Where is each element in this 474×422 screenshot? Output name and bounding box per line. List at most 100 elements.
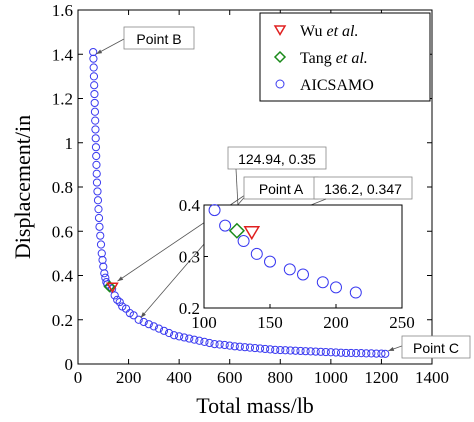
aicsamo-point <box>336 348 346 357</box>
inset-aicsamo-point <box>208 204 221 217</box>
inset-x-tick-label: 250 <box>389 313 415 332</box>
aicsamo-point <box>90 98 99 108</box>
aicsamo-point <box>94 205 103 214</box>
aicsamo-point <box>154 324 164 333</box>
aicsamo-point <box>341 348 351 358</box>
annotation-box <box>313 176 413 200</box>
legend-label: Tang et al. <box>300 50 368 67</box>
legend-box <box>259 12 431 102</box>
inset-y-tick-label: 0.3 <box>179 248 200 267</box>
aicsamo-point <box>149 322 158 331</box>
aicsamo-point <box>200 337 209 346</box>
aicsamo-point <box>225 341 234 350</box>
aicsamo-point <box>377 349 386 358</box>
x-tick-label: 200 <box>116 368 142 387</box>
legend-label-italic: et al. <box>326 23 358 40</box>
aicsamo-point <box>180 333 189 342</box>
y-tick-label: 1 <box>65 134 74 153</box>
annotation-box <box>401 335 471 359</box>
y-tick-label: 1.6 <box>52 1 73 20</box>
aicsamo-point <box>92 178 102 187</box>
inset-aicsamo-point <box>297 268 309 281</box>
aicsamo-point <box>281 346 290 355</box>
wu-point <box>106 282 119 294</box>
aicsamo-point <box>215 340 224 349</box>
aicsamo-point <box>91 143 101 152</box>
aicsamo-point <box>210 339 219 349</box>
aicsamo-point <box>92 151 101 161</box>
annotation-label: 124.94, 0.35 <box>238 151 316 167</box>
y-axis-title: Displacement/in <box>10 115 35 259</box>
aicsamo-point <box>185 334 194 343</box>
aicsamo-point <box>266 345 275 354</box>
aicsamo-point <box>129 311 138 320</box>
aicsamo-point <box>98 255 107 265</box>
aicsamo-point <box>255 344 265 353</box>
aicsamo-point <box>164 328 174 338</box>
aicsamo-point <box>115 297 124 307</box>
aicsamo-point <box>89 47 98 57</box>
inset-aicsamo-point <box>264 255 276 268</box>
aicsamo-point <box>90 89 99 99</box>
aicsamo-point <box>97 249 106 258</box>
inset-x-tick-label: 100 <box>191 313 217 332</box>
aicsamo-point <box>316 347 325 356</box>
y-tick-label: 0.8 <box>52 178 73 197</box>
aicsamo-point <box>291 346 300 355</box>
aicsamo-point <box>144 320 153 329</box>
x-tick-label: 800 <box>268 368 294 387</box>
aicsamo-point <box>93 187 102 196</box>
annotation-arrowhead <box>388 346 395 351</box>
inset-wu-point <box>243 225 261 241</box>
aicsamo-point <box>89 63 98 72</box>
aicsamo-point <box>89 54 98 63</box>
inset-frame <box>203 204 403 309</box>
inset-aicsamo-point <box>283 263 296 276</box>
axis-ticks: 0 200 400 600 800 1000 1200 1400 0 0.2 0.4 0.6 0.8 1 1… <box>52 1 449 387</box>
x-tick-label: 1200 <box>364 368 398 387</box>
annotation-box <box>227 146 327 170</box>
x-tick-label: 400 <box>166 368 192 387</box>
legend-label-italic: et al. <box>336 50 368 67</box>
inset-aicsamo-point <box>349 286 362 299</box>
aicsamo-point <box>306 347 315 356</box>
y-tick-label: 0.4 <box>52 267 74 286</box>
y-tick-label: 0.2 <box>52 311 73 330</box>
tang-point <box>103 280 116 293</box>
annotation-arrowhead <box>117 276 124 282</box>
aicsamo-point <box>94 213 104 223</box>
aicsamo-point <box>250 343 260 353</box>
annotation-label: Point C <box>413 340 459 356</box>
aicsamo-point <box>92 160 101 169</box>
x-tick-label: 1400 <box>415 368 449 387</box>
aicsamo-point <box>301 347 310 356</box>
annotation-label: Point A <box>259 181 304 197</box>
aicsamo-point <box>159 326 169 335</box>
x-tick-label: 600 <box>217 368 243 387</box>
legend: Wu et al.Tang et al.AICSAMO <box>259 12 431 102</box>
aicsamo-point <box>103 280 112 289</box>
aicsamo-point <box>139 317 148 327</box>
aicsamo-point <box>96 240 106 249</box>
aicsamo-point <box>190 335 199 344</box>
aicsamo-point <box>90 81 99 90</box>
inset-tang-point <box>228 222 245 239</box>
aicsamo-point <box>93 196 103 205</box>
aicsamo-point <box>95 222 104 231</box>
inset-x-tick-label: 200 <box>323 313 349 332</box>
x-tick-label: 0 <box>74 368 83 387</box>
y-tick-label: 0.6 <box>52 222 73 241</box>
inset-zoom-plot: 100 150 200 250 0.2 0.3 0.4 <box>179 196 415 332</box>
aicsamo-point <box>110 291 119 300</box>
inset-aicsamo-point <box>330 281 342 294</box>
legend-label: AICSAMO <box>300 77 374 94</box>
x-axis-title: Total mass/lb <box>196 393 314 418</box>
aicsamo-point <box>346 348 356 358</box>
aicsamo-point <box>91 116 100 125</box>
aicsamo-point <box>240 343 249 352</box>
aicsamo-point <box>220 340 229 350</box>
aicsamo-point <box>96 231 105 240</box>
legend-label-name: Tang <box>300 50 336 67</box>
y-tick-label: 0 <box>65 355 74 374</box>
